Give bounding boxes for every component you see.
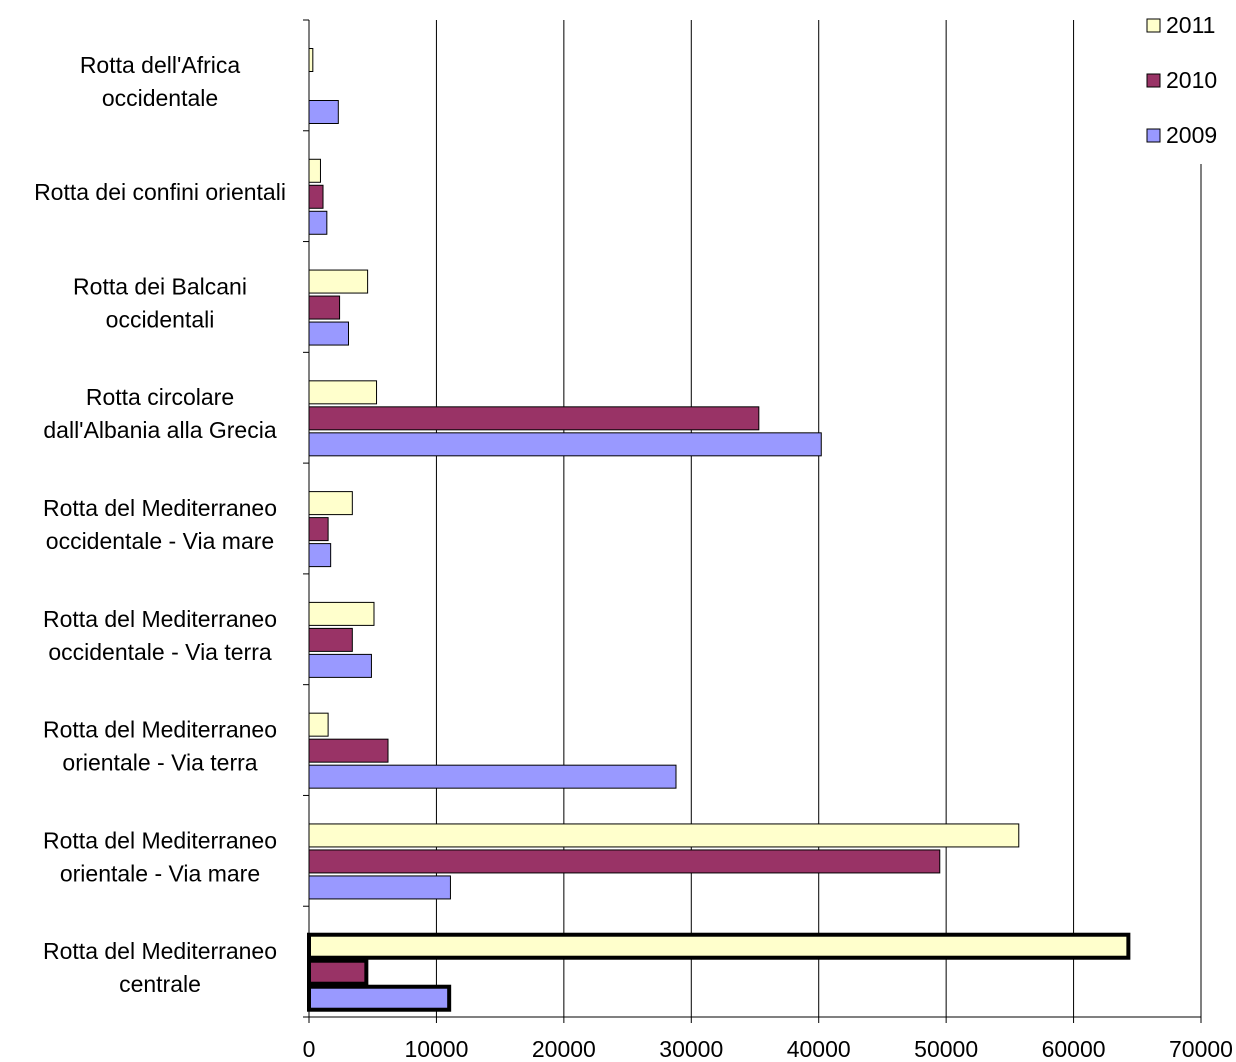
bar-2010: [308, 627, 353, 652]
gridlines: [435, 20, 1202, 1017]
legend-label-2010: 2010: [1166, 67, 1217, 93]
legend-label-2009: 2009: [1166, 122, 1217, 148]
category-label: Rotta dei confini orientali: [34, 179, 286, 205]
legend: 2011 2010 2009: [1138, 4, 1234, 164]
category-label: Rotta del Mediterraneo: [43, 938, 277, 964]
legend-label-2011: 2011: [1166, 12, 1215, 38]
legend-swatch-2010: [1146, 73, 1161, 88]
bar-2009: [308, 543, 332, 568]
bar-2009: [308, 210, 328, 235]
category-label: occidentale: [102, 85, 218, 111]
category-label: Rotta circolare: [86, 384, 234, 410]
bar-2010: [308, 517, 329, 542]
x-tick-label: 60000: [1042, 1036, 1106, 1062]
category-label: occidentali: [106, 306, 215, 332]
category-label: Rotta del Mediterraneo: [43, 606, 277, 632]
x-tick-label: 30000: [659, 1036, 723, 1062]
bar-2011: [308, 48, 314, 72]
bar-2009: [307, 984, 452, 1012]
bar-2009: [308, 653, 372, 678]
bar-2011: [308, 712, 329, 737]
x-tick-label: 40000: [787, 1036, 851, 1062]
bar-2009: [308, 100, 339, 124]
bar-2011: [308, 380, 378, 405]
bar-2011: [308, 158, 321, 183]
category-label: Rotta del Mediterraneo: [43, 717, 277, 743]
category-label: Rotta dell'Africa: [80, 52, 241, 78]
tick-labels: 0 10000 20000 30000 40000 50000 60000 70000: [303, 1036, 1233, 1062]
bar-2011: [308, 269, 369, 294]
bar-2010: [308, 406, 760, 431]
x-tick-label: 0: [303, 1036, 316, 1062]
x-tick-label: 20000: [532, 1036, 596, 1062]
category-label: occidentale - Via mare: [46, 528, 274, 554]
category-label: Rotta del Mediterraneo: [43, 495, 277, 521]
bar-2010: [307, 958, 369, 986]
bars: [307, 48, 1131, 1012]
category-label: orientale - Via terra: [62, 750, 257, 776]
category-label: centrale: [119, 971, 201, 997]
category-label: occidentale - Via terra: [48, 639, 272, 665]
bar-2010: [308, 738, 389, 763]
category-labels: Rotta dell'Africa occidentale Rotta dei co…: [34, 52, 286, 997]
category-label: dall'Albania alla Grecia: [43, 417, 276, 443]
bar-2009: [308, 875, 451, 900]
x-tick-label: 10000: [404, 1036, 468, 1062]
legend-swatch-2011: [1146, 18, 1161, 33]
bar-2011: [308, 491, 353, 516]
bar-2010: [308, 849, 941, 874]
x-tick-label: 50000: [914, 1036, 978, 1062]
bar-2009: [308, 432, 822, 457]
bar-2010: [308, 184, 324, 209]
bar-2009: [308, 321, 350, 346]
category-label: orientale - Via mare: [60, 860, 260, 886]
bar-2011: [308, 823, 1020, 848]
category-label: Rotta dei Balcani: [73, 273, 247, 299]
x-tick-label: 70000: [1169, 1036, 1233, 1062]
bar-2009: [308, 764, 677, 789]
category-label: Rotta del Mediterraneo: [43, 827, 277, 853]
bar-2011: [307, 932, 1131, 960]
bar-2010: [308, 295, 341, 320]
axes: [303, 19, 1202, 1023]
legend-swatch-2009: [1146, 128, 1161, 143]
bar-2011: [308, 601, 375, 626]
